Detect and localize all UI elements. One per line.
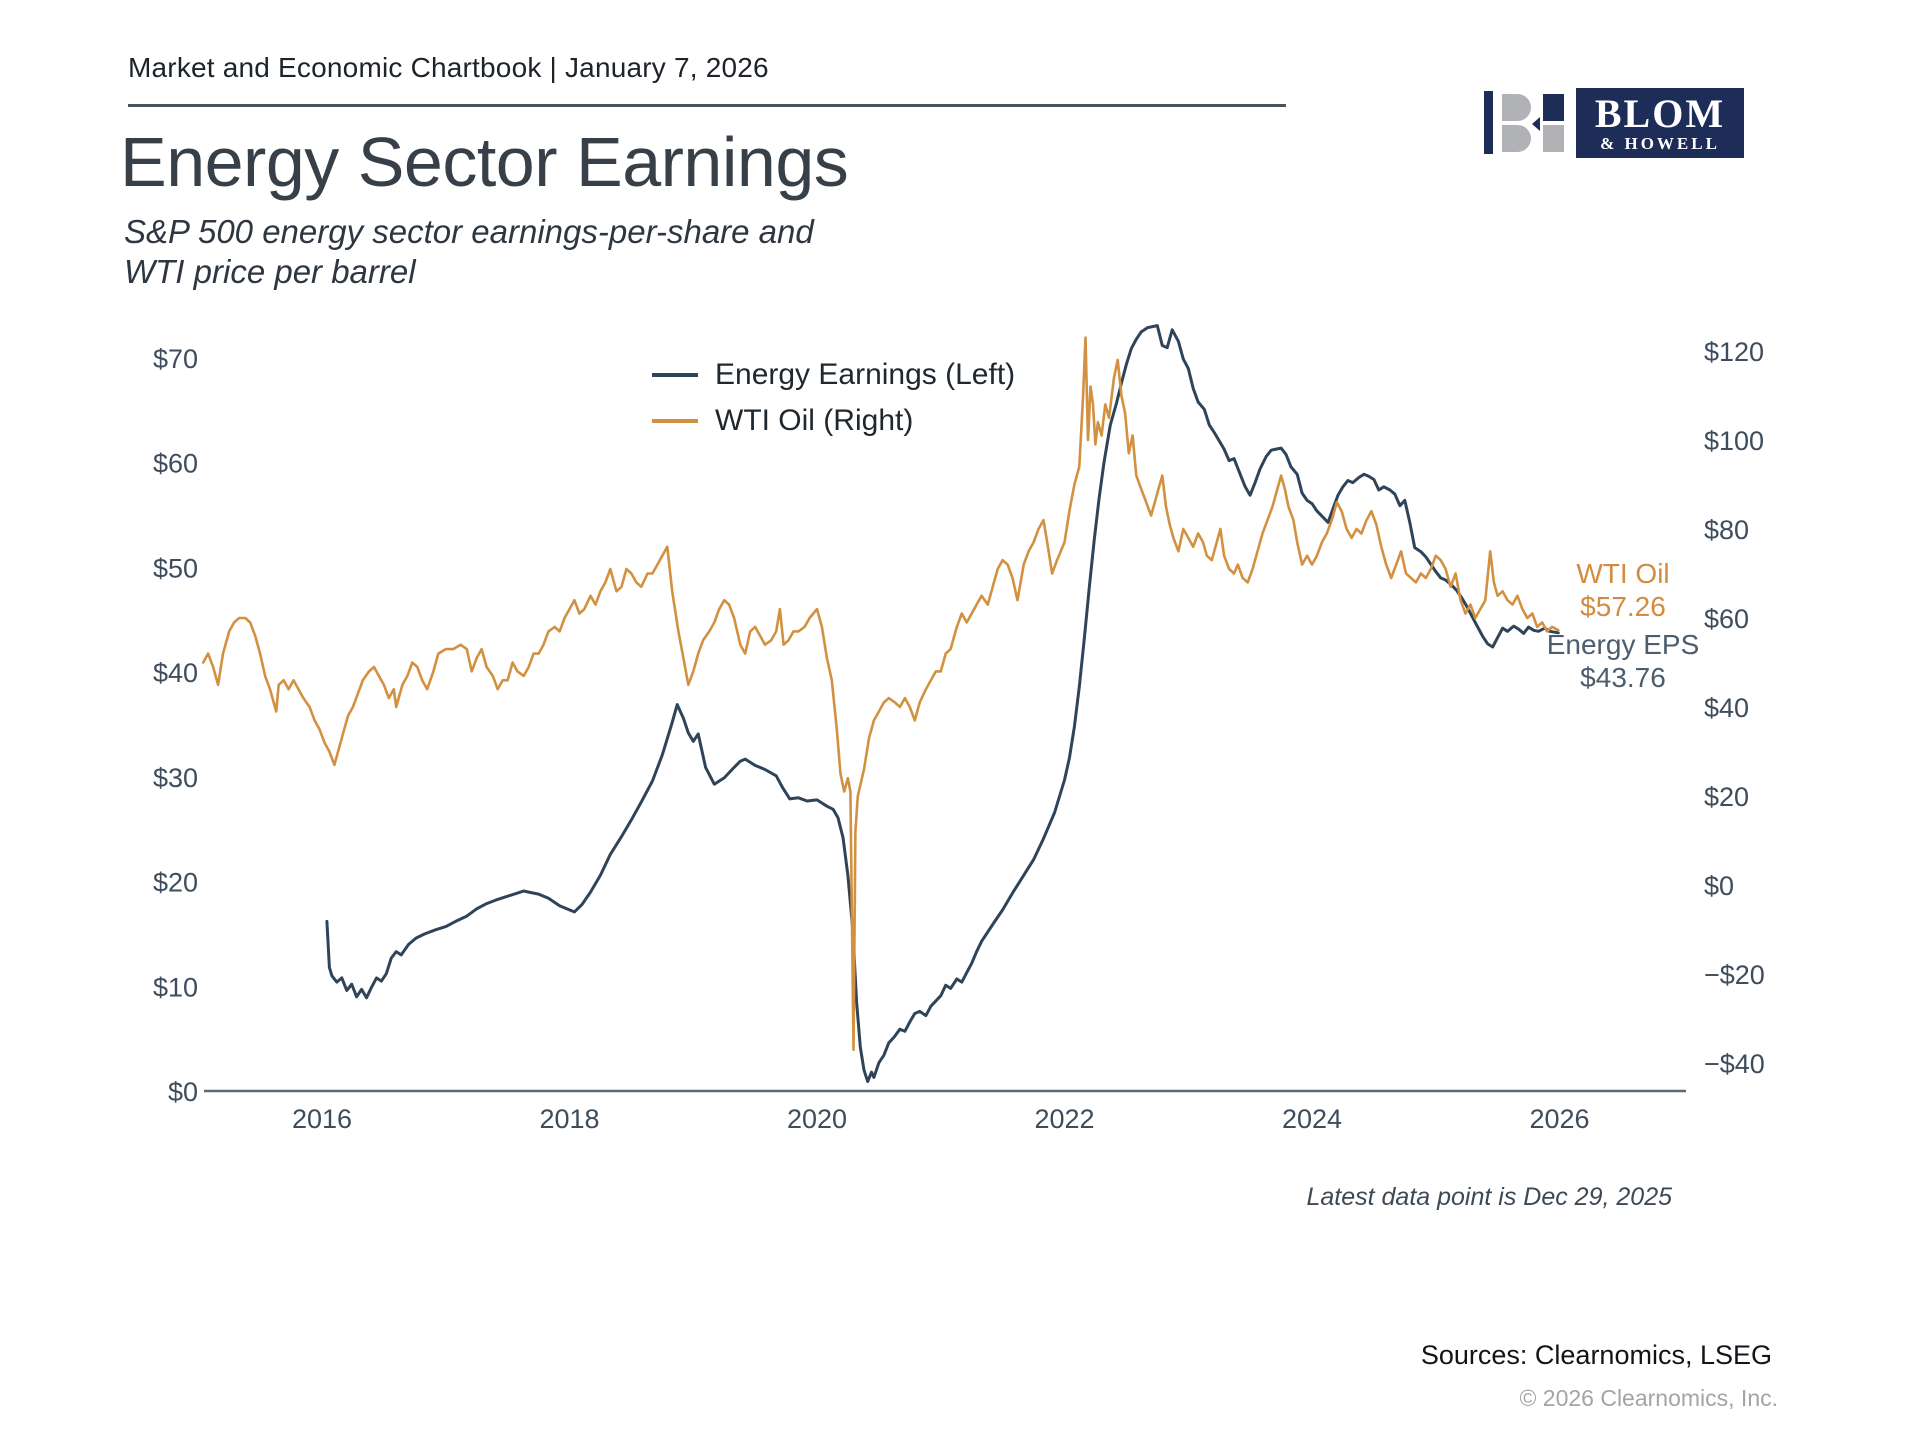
logo-b-icon [1502, 94, 1531, 152]
right-axis-tick-label: $80 [1704, 515, 1749, 545]
page-subtitle-line2: WTI price per barrel [124, 253, 416, 290]
eps-annotation: Energy EPS $43.76 [1518, 628, 1728, 694]
wti-oil-line-swatch-icon [652, 419, 698, 423]
logo-bar-icon [1484, 91, 1493, 154]
right-axis-tick-label: $100 [1704, 426, 1764, 456]
right-axis-tick-label: $120 [1704, 337, 1764, 367]
logo-square-bottom-icon [1543, 125, 1564, 152]
page-title: Energy Sector Earnings [120, 123, 849, 201]
right-axis-tick-label: −$20 [1704, 960, 1765, 990]
x-axis-tick-label: 2020 [787, 1104, 847, 1134]
right-axis-tick-label: $40 [1704, 693, 1749, 723]
legend-item-wti-oil: WTI Oil (Right) [652, 398, 1015, 444]
logo-line2: & HOWELL [1600, 133, 1720, 153]
left-axis-tick-label: $0 [168, 1077, 198, 1107]
left-axis-tick-label: $30 [153, 763, 198, 793]
x-axis-tick-label: 2018 [539, 1104, 599, 1134]
left-axis-tick-label: $70 [153, 344, 198, 374]
copyright-text: © 2026 Clearnomics, Inc. [1519, 1385, 1778, 1411]
left-axis-tick-label: $10 [153, 972, 198, 1002]
energy-earnings-line [325, 324, 1560, 1084]
chart-legend: Energy Earnings (Left) WTI Oil (Right) [652, 352, 1015, 444]
left-axis-tick-label: $60 [153, 449, 198, 479]
wti-oil-line [201, 336, 1560, 1051]
right-axis-tick-label: $20 [1704, 782, 1749, 812]
wti-annotation-label: WTI Oil [1576, 558, 1670, 589]
x-axis-tick-label: 2026 [1529, 1104, 1589, 1134]
blom-howell-logo: BLOM & HOWELL [1484, 88, 1744, 160]
wti-annotation: WTI Oil $57.26 [1518, 557, 1728, 623]
energy-earnings-line-swatch-icon [652, 373, 698, 377]
header-meta: Market and Economic Chartbook | January … [128, 52, 769, 83]
latest-data-footnote: Latest data point is Dec 29, 2025 [1306, 1183, 1672, 1211]
sources-text: Sources: Clearnomics, LSEG [1420, 1340, 1772, 1370]
legend-item-energy-earnings: Energy Earnings (Left) [652, 352, 1015, 398]
logo-square-top-icon [1543, 94, 1564, 121]
wti-annotation-value: $57.26 [1580, 591, 1666, 622]
left-axis-tick-label: $50 [153, 553, 198, 583]
logo-line1: BLOM [1594, 90, 1726, 136]
x-axis-tick-label: 2016 [292, 1104, 352, 1134]
logo-triangle-icon [1532, 117, 1540, 131]
header-divider [128, 104, 1286, 107]
page-subtitle: S&P 500 energy sector earnings-per-share… [124, 212, 814, 292]
right-axis-tick-label: $60 [1704, 604, 1749, 634]
left-axis-tick-label: $20 [153, 868, 198, 898]
eps-annotation-label: Energy EPS [1546, 629, 1700, 660]
right-axis-tick-label: $0 [1704, 871, 1734, 901]
right-axis-tick-label: −$40 [1704, 1049, 1765, 1079]
page-subtitle-line1: S&P 500 energy sector earnings-per-share… [124, 213, 814, 250]
eps-annotation-value: $43.76 [1580, 662, 1666, 693]
legend-label-wti-oil: WTI Oil (Right) [715, 404, 914, 437]
x-axis-tick-label: 2024 [1282, 1104, 1342, 1134]
legend-label-energy-earnings: Energy Earnings (Left) [715, 358, 1016, 391]
x-axis-tick-label: 2022 [1034, 1104, 1094, 1134]
left-axis-tick-label: $40 [153, 658, 198, 688]
logo-wordmark: BLOM & HOWELL [1576, 88, 1744, 158]
